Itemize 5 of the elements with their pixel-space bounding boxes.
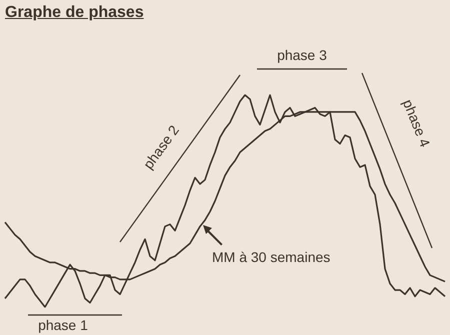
annotation: phase 4 <box>400 97 434 150</box>
text: phase 1 <box>38 317 88 333</box>
legend-label: MM à 30 semaines <box>212 249 330 265</box>
text: phase 3 <box>277 47 328 63</box>
chart-title: Graphe de phases <box>5 4 144 22</box>
